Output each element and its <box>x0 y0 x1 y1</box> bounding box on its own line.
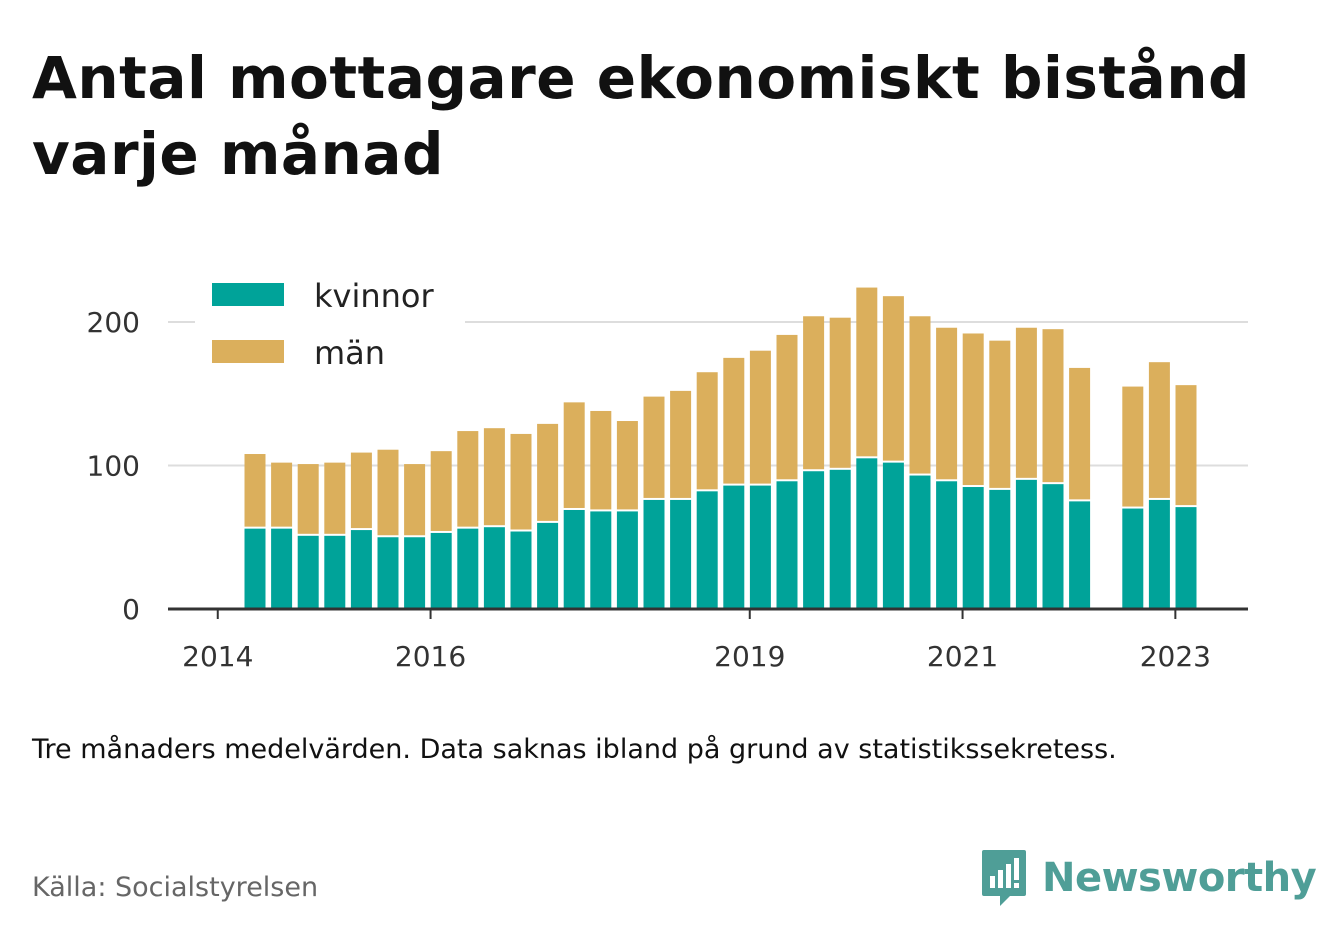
bar-kvinnor <box>1122 508 1144 609</box>
bar-man <box>590 410 612 510</box>
legend-label: kvinnor <box>314 277 435 315</box>
chart-note: Tre månaders medelvärden. Data saknas ib… <box>32 734 1117 765</box>
y-tick-label: 200 <box>87 306 140 339</box>
bar-man <box>1122 386 1144 507</box>
bar-kvinnor <box>803 471 825 609</box>
bar-kvinnor <box>962 487 984 609</box>
bar-kvinnor <box>696 491 718 609</box>
brand-logo: Newsworthy <box>980 848 1317 908</box>
bar-man <box>430 451 452 531</box>
bar-man <box>1042 329 1064 483</box>
x-tick-label: 2014 <box>182 640 253 673</box>
bar-man <box>537 423 559 521</box>
bar-man <box>936 327 958 480</box>
bar-man <box>696 372 718 490</box>
bar-kvinnor <box>776 481 798 609</box>
bar-kvinnor <box>616 511 638 609</box>
bar-kvinnor <box>590 511 612 609</box>
bar-man <box>271 462 293 527</box>
bar-man <box>1148 362 1170 498</box>
bar-kvinnor <box>936 481 958 609</box>
bar-man <box>350 452 372 529</box>
bar-man <box>909 316 931 474</box>
bar-man <box>483 428 505 526</box>
bar-kvinnor <box>563 509 585 609</box>
bar-kvinnor <box>856 458 878 609</box>
bar-kvinnor <box>537 522 559 609</box>
bar-man <box>1175 385 1197 506</box>
bar-man <box>723 357 745 484</box>
bar-kvinnor <box>1015 479 1037 609</box>
bar-man <box>962 333 984 486</box>
bar-man <box>643 396 665 498</box>
y-tick-label: 0 <box>122 593 140 626</box>
bar-kvinnor <box>643 499 665 609</box>
bar-kvinnor <box>350 530 372 609</box>
bar-man <box>749 350 771 484</box>
bar-man <box>510 433 532 530</box>
bar-man <box>1015 327 1037 478</box>
brand-name: Newsworthy <box>1042 855 1317 901</box>
bar-man <box>776 334 798 480</box>
newsworthy-logo-icon <box>982 850 1026 906</box>
bar-kvinnor <box>749 485 771 609</box>
bar-kvinnor <box>670 499 692 609</box>
bar-kvinnor <box>723 485 745 609</box>
bar-man <box>803 316 825 470</box>
chart-title: Antal mottagare ekonomiskt bistånd varje… <box>32 44 1251 188</box>
bar-kvinnor <box>430 532 452 609</box>
bar-man <box>670 390 692 498</box>
bar-man <box>563 402 585 508</box>
bar-kvinnor <box>297 535 319 609</box>
bar-kvinnor <box>1069 501 1091 609</box>
y-tick-label: 100 <box>87 450 140 483</box>
bar-kvinnor <box>244 528 266 609</box>
bar-kvinnor <box>1175 507 1197 609</box>
bar-man <box>377 449 399 536</box>
x-tick-label: 2021 <box>927 640 998 673</box>
x-tick-label: 2019 <box>714 640 785 673</box>
bar-man <box>882 296 904 461</box>
bar-kvinnor <box>510 531 532 609</box>
bar-kvinnor <box>271 528 293 609</box>
bar-kvinnor <box>324 535 346 609</box>
legend-swatch <box>212 340 284 363</box>
bar-kvinnor <box>989 489 1011 609</box>
bar-man <box>616 421 638 510</box>
source-credit: Källa: Socialstyrelsen <box>32 872 319 903</box>
bar-kvinnor <box>457 528 479 609</box>
bar-kvinnor <box>1148 499 1170 609</box>
bar-kvinnor <box>377 537 399 609</box>
legend-swatch <box>212 283 284 306</box>
bar-man <box>297 464 319 534</box>
bar-man <box>829 317 851 468</box>
bar-man <box>404 464 426 536</box>
bar-kvinnor <box>404 537 426 609</box>
x-tick-label: 2023 <box>1140 640 1211 673</box>
bar-man <box>324 462 346 534</box>
bar-kvinnor <box>483 527 505 609</box>
bar-man <box>856 287 878 457</box>
legend-label: män <box>314 334 385 372</box>
bar-kvinnor <box>829 469 851 609</box>
bar-man <box>457 431 479 527</box>
x-tick-label: 2016 <box>395 640 466 673</box>
bar-kvinnor <box>909 475 931 609</box>
bar-kvinnor <box>882 462 904 609</box>
bar-man <box>989 340 1011 488</box>
bar-man <box>244 454 266 527</box>
bar-kvinnor <box>1042 484 1064 609</box>
bar-man <box>1069 367 1091 500</box>
